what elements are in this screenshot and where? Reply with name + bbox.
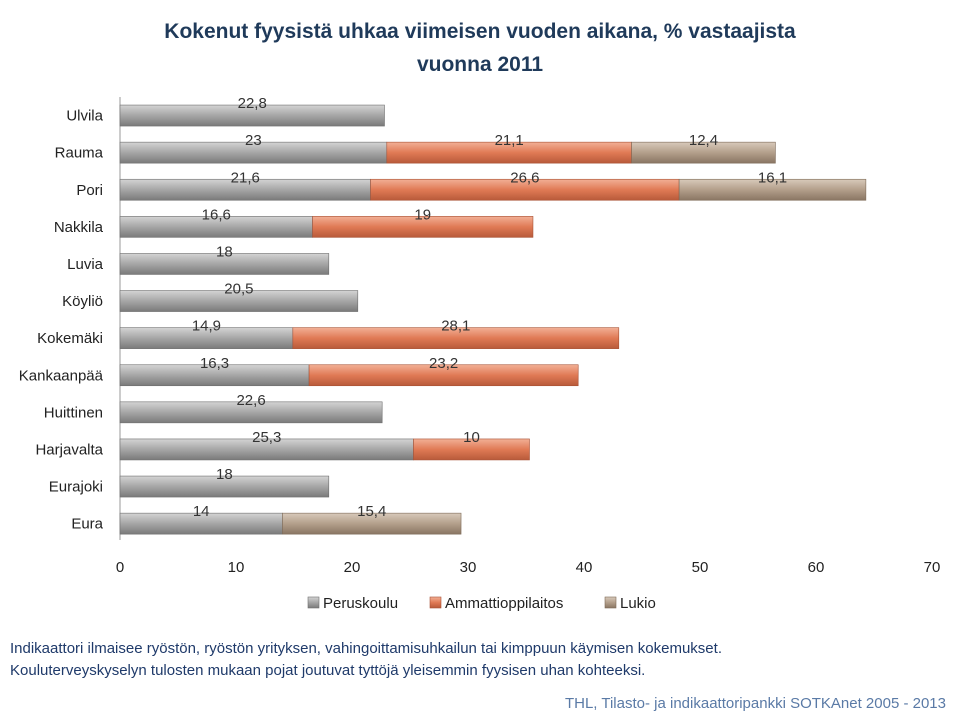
note-line-2: Kouluterveyskyselyn tulosten mukaan poja… <box>10 662 645 679</box>
x-tick-0: 0 <box>116 559 124 576</box>
data-label-huittinen-peruskoulu: 22,6 <box>236 392 265 409</box>
data-label-kankaanpaa-ammattioppilaitos: 23,2 <box>429 355 458 372</box>
data-label-pori-ammattioppilaitos: 26,6 <box>510 169 539 186</box>
bar-koylio-peruskoulu <box>119 290 359 312</box>
category-label-eura: Eura <box>71 516 103 533</box>
data-label-koylio-peruskoulu: 20,5 <box>224 281 253 298</box>
category-label-rauma: Rauma <box>55 145 104 162</box>
legend-swatch-lukio <box>604 596 617 609</box>
data-label-harjavalta-peruskoulu: 25,3 <box>252 429 281 446</box>
data-label-eura-lukio: 15,4 <box>357 503 386 520</box>
legend-label-peruskoulu: Peruskoulu <box>323 595 398 612</box>
x-tick-30: 30 <box>460 559 477 576</box>
category-label-koylio: Köyliö <box>62 293 103 310</box>
data-labels: 22,8 23 21,1 12,4 21,6 26,6 16,1 16,6 19 18 20,5 14… <box>192 95 787 520</box>
bar-eura-lukio <box>282 512 462 535</box>
category-label-luvia: Luvia <box>67 256 104 273</box>
note-line-1: Indikaattori ilmaisee ryöstön, ryöstön y… <box>10 640 722 657</box>
data-label-eura-peruskoulu: 14 <box>193 503 210 520</box>
category-label-nakkila: Nakkila <box>54 219 104 236</box>
data-label-ulvila-peruskoulu: 22,8 <box>238 95 267 112</box>
category-label-harjavalta: Harjavalta <box>35 441 103 458</box>
data-label-kokemaki-ammattioppilaitos: 28,1 <box>441 318 470 335</box>
source-text: THL, Tilasto- ja indikaattoripankki SOTK… <box>565 695 946 712</box>
chart-subtitle: vuonna 2011 <box>417 53 543 76</box>
data-label-harjavalta-ammattioppilaitos: 10 <box>463 429 480 446</box>
legend-swatch-peruskoulu <box>307 596 320 609</box>
bar-nakkila-ammattioppilaitos <box>312 216 534 238</box>
data-label-kankaanpaa-peruskoulu: 16,3 <box>200 355 229 372</box>
chart-title: Kokenut fyysistä uhkaa viimeisen vuoden … <box>164 20 796 43</box>
x-tick-60: 60 <box>808 559 825 576</box>
bar-huittinen-peruskoulu <box>119 401 383 424</box>
x-axis-ticks: 0 10 20 30 40 50 60 70 <box>116 559 941 576</box>
bar-luvia-peruskoulu <box>119 253 330 275</box>
legend: Peruskoulu Ammattioppilaitos Lukio <box>307 595 656 612</box>
category-labels: Ulvila Rauma Pori Nakkila Luvia Köyliö Kokemäk… <box>19 108 104 533</box>
legend-label-ammattioppilaitos: Ammattioppilaitos <box>445 595 563 612</box>
bar-eurajoki-peruskoulu <box>119 475 330 498</box>
bar-pori-lukio <box>678 178 867 201</box>
category-label-kokemaki: Kokemäki <box>37 330 103 347</box>
x-tick-40: 40 <box>576 559 593 576</box>
data-label-nakkila-ammattioppilaitos: 19 <box>414 206 431 223</box>
x-tick-70: 70 <box>924 559 941 576</box>
x-tick-10: 10 <box>228 559 245 576</box>
data-label-pori-lukio: 16,1 <box>758 169 787 186</box>
bar-kokemaki-ammattioppilaitos <box>292 327 620 349</box>
data-label-rauma-lukio: 12,4 <box>689 132 718 149</box>
bar-rauma-lukio <box>631 141 776 164</box>
data-label-pori-peruskoulu: 21,6 <box>231 169 260 186</box>
category-label-eurajoki: Eurajoki <box>49 479 103 496</box>
category-label-ulvila: Ulvila <box>66 108 103 125</box>
bar-ulvila-peruskoulu <box>119 104 385 127</box>
data-label-eurajoki-peruskoulu: 18 <box>216 466 233 483</box>
category-label-kankaanpaa: Kankaanpää <box>19 367 104 384</box>
data-label-nakkila-peruskoulu: 16,6 <box>202 206 231 223</box>
x-tick-50: 50 <box>692 559 709 576</box>
category-label-huittinen: Huittinen <box>44 404 103 421</box>
bars <box>119 104 867 535</box>
bar-kankaanpaa-ammattioppilaitos <box>308 364 579 387</box>
x-tick-20: 20 <box>344 559 361 576</box>
legend-label-lukio: Lukio <box>620 595 656 612</box>
legend-swatch-ammattioppilaitos <box>429 596 442 609</box>
category-label-pori: Pori <box>76 182 103 199</box>
data-label-rauma-ammattioppilaitos: 21,1 <box>495 132 524 149</box>
data-label-luvia-peruskoulu: 18 <box>216 243 233 260</box>
bar-harjavalta-ammattioppilaitos <box>413 438 530 461</box>
data-label-kokemaki-peruskoulu: 14,9 <box>192 318 221 335</box>
data-label-rauma-peruskoulu: 23 <box>245 132 262 149</box>
